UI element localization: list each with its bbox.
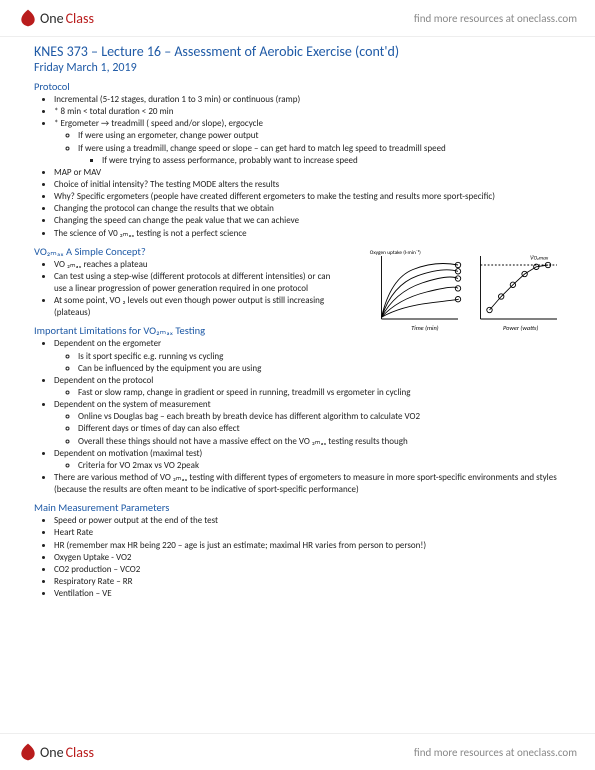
logo-text-class: Class bbox=[66, 10, 94, 27]
list-item: Heart Rate bbox=[54, 527, 561, 539]
list-item: Online vs Douglas bag – each breath by b… bbox=[78, 411, 561, 423]
section-params-h: Main Measurement Parameters bbox=[34, 501, 561, 514]
list-item: Different days or times of day can also … bbox=[78, 423, 561, 435]
header-link[interactable]: find more resources at oneclass.com bbox=[414, 12, 577, 25]
list-item: The science of V0 ₂ₘₐₓ testing is not a … bbox=[54, 228, 561, 240]
page-title: KNES 373 – Lecture 16 – Assessment of Ae… bbox=[34, 43, 561, 60]
header-bar: OneClass find more resources at oneclass… bbox=[0, 0, 595, 37]
list-item: Dependent on the ergometer bbox=[54, 338, 561, 350]
list-item: MAP or MAV bbox=[54, 167, 561, 179]
list-item: Choice of initial intensity? The testing… bbox=[54, 179, 561, 191]
logo-text-class: Class bbox=[66, 744, 94, 761]
list-item: Ventilation – VE bbox=[54, 588, 561, 600]
list-item: Dependent on motivation (maximal test) bbox=[54, 448, 561, 460]
list-item: If were using a treadmill, change speed … bbox=[78, 143, 561, 155]
list-item: If were using an ergometer, change power… bbox=[78, 130, 561, 142]
list-item: Fast or slow ramp, change in gradient or… bbox=[78, 387, 561, 399]
list-item: At some point, VO ₂ levels out even thou… bbox=[54, 295, 334, 319]
limits-list: Dependent on the ergometer Is it sport s… bbox=[34, 338, 561, 496]
logo-footer: OneClass bbox=[18, 742, 94, 762]
list-item: HR (remember max HR being 220 – age is j… bbox=[54, 540, 561, 552]
list-item: Criteria for VO 2max vs VO 2peak bbox=[78, 460, 561, 472]
list-item: Dependent on the protocol bbox=[54, 375, 561, 387]
logo-text-one: One bbox=[40, 10, 64, 27]
protocol-list: Incremental (5-12 stages, duration 1 to … bbox=[34, 94, 561, 240]
list-item: Overall these things should not have a m… bbox=[78, 436, 561, 448]
list-item: Is it sport specific e.g. running vs cyc… bbox=[78, 351, 561, 363]
params-list: Speed or power output at the end of the … bbox=[34, 515, 561, 600]
list-item: Can be influenced by the equipment you a… bbox=[78, 363, 561, 375]
leaf-icon bbox=[18, 8, 38, 28]
footer-link[interactable]: find more resources at oneclass.com bbox=[414, 746, 577, 759]
list-item: * Ergometer → treadmill ( speed and/or s… bbox=[54, 118, 561, 130]
section-protocol-h: Protocol bbox=[34, 80, 561, 93]
list-item: Oxygen Uptake - VO2 bbox=[54, 552, 561, 564]
list-item: VO ₂ₘₐₓ reaches a plateau bbox=[54, 259, 334, 271]
logo-text-one: One bbox=[40, 744, 64, 761]
page-date: Friday March 1, 2019 bbox=[34, 61, 561, 75]
list-item: Incremental (5-12 stages, duration 1 to … bbox=[54, 94, 561, 106]
vo2-chart: Time (min) Power (watts) Oxygen uptake (… bbox=[367, 247, 567, 337]
chart-xlabel-right: Power (watts) bbox=[503, 323, 539, 331]
chart-annotation: V̇O₂max bbox=[530, 254, 549, 261]
list-item: Changing the speed can change the peak v… bbox=[54, 215, 561, 227]
list-item: Respiratory Rate – RR bbox=[54, 576, 561, 588]
concept-list: VO ₂ₘₐₓ reaches a plateau Can test using… bbox=[34, 259, 334, 320]
chart-xlabel-left: Time (min) bbox=[411, 323, 438, 331]
list-item: Why? Specific ergometers (people have cr… bbox=[54, 191, 561, 203]
logo: OneClass bbox=[18, 8, 94, 28]
footer-bar: OneClass find more resources at oneclass… bbox=[0, 733, 595, 770]
chart-ylabel: Oxygen uptake (l·min⁻¹) bbox=[370, 249, 421, 256]
list-item: CO2 production – VCO2 bbox=[54, 564, 561, 576]
list-item: Changing the protocol can change the res… bbox=[54, 203, 561, 215]
list-item: Can test using a step-wise (different pr… bbox=[54, 271, 334, 295]
page-content: KNES 373 – Lecture 16 – Assessment of Ae… bbox=[0, 37, 595, 604]
list-item: * 8 min < total duration < 20 min bbox=[54, 106, 561, 118]
list-item: There are various method of VO ₂ₘₐₓ test… bbox=[54, 472, 561, 496]
list-item: Dependent on the system of measurement bbox=[54, 399, 561, 411]
list-item: If were trying to assess performance, pr… bbox=[102, 155, 561, 167]
leaf-icon bbox=[18, 742, 38, 762]
list-item: Speed or power output at the end of the … bbox=[54, 515, 561, 527]
